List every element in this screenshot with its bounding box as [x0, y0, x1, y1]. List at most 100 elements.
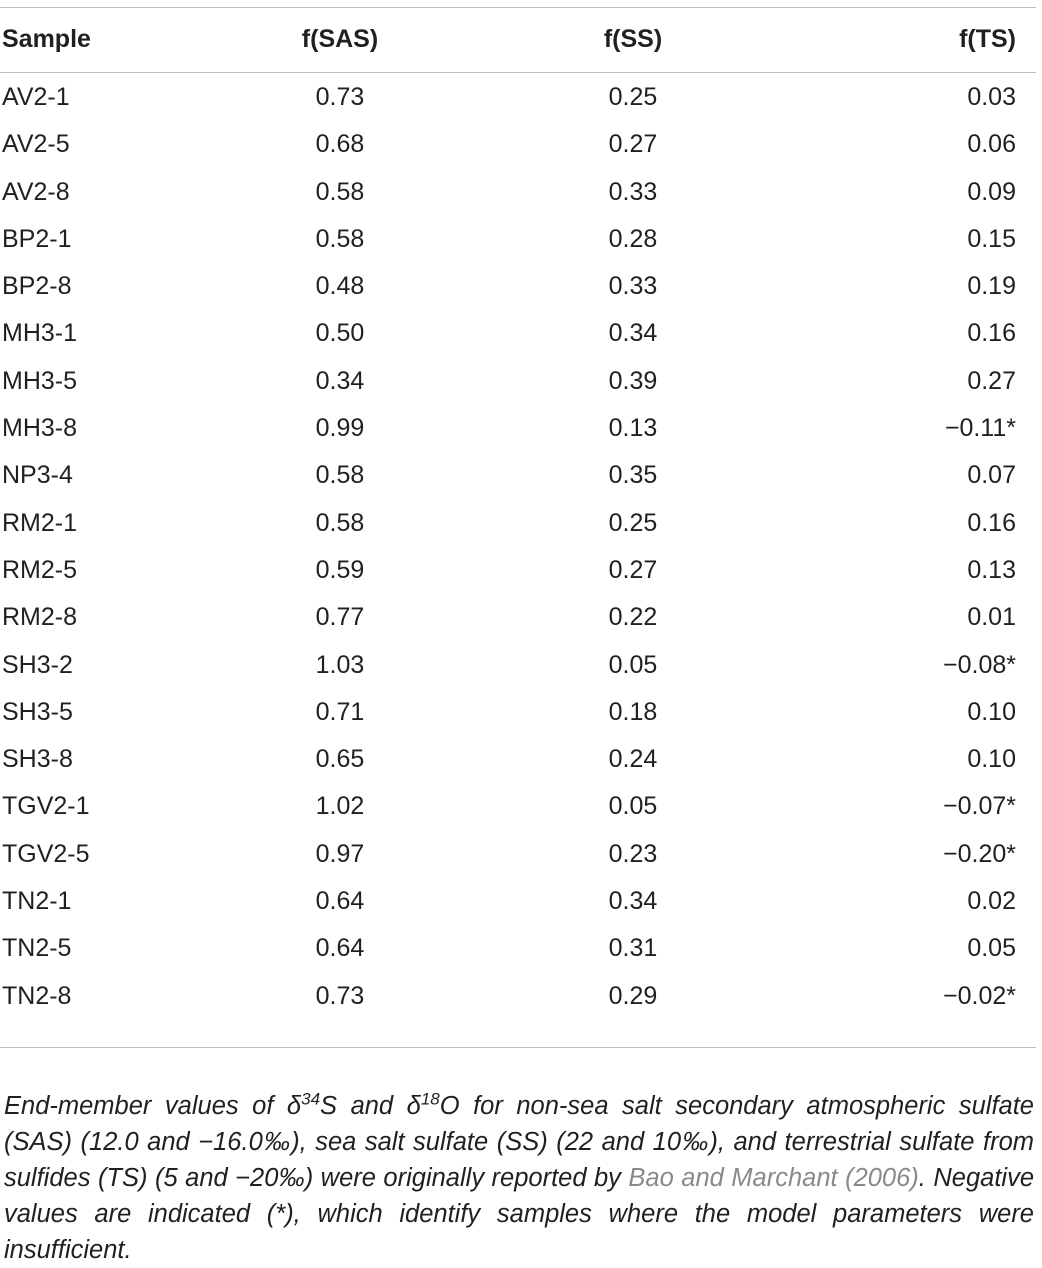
cell-f-ss: 0.39	[608, 366, 658, 395]
cell-sample: AV2-5	[2, 130, 70, 159]
cell-f-sas: 0.99	[315, 414, 365, 443]
table-row: RM2-8 0.77 0.22 0.01	[0, 594, 1034, 641]
cell-f-ts: 0.10	[967, 697, 1016, 726]
cell-f-ts: −0.20*	[943, 839, 1016, 868]
table-row: AV2-1 0.73 0.25 0.03	[0, 70, 1034, 121]
cell-f-ss: 0.27	[608, 130, 658, 159]
cell-sample: TN2-5	[2, 934, 72, 963]
table-row: MH3-5 0.34 0.39 0.27	[0, 358, 1034, 405]
cell-f-sas: 0.50	[315, 319, 365, 348]
cell-f-sas: 0.48	[315, 272, 365, 301]
cell-f-sas: 0.68	[315, 130, 365, 159]
cell-sample: RM2-1	[2, 508, 78, 537]
cell-sample: MH3-5	[2, 366, 78, 395]
cell-sample: AV2-1	[2, 83, 70, 111]
cell-sample: BP2-1	[2, 224, 72, 253]
cell-f-ss: 0.31	[608, 934, 658, 963]
data-table: Sample f(SAS) f(SS) f(TS) AV2-1 0.73 0.25 0…	[0, 8, 1034, 1020]
table-row: SH3-5 0.71 0.18 0.10	[0, 689, 1034, 736]
cell-f-ss: 0.22	[608, 603, 658, 632]
footnote-text-4: . Negative values are indicated (*), whi…	[4, 1163, 1035, 1264]
cell-f-ss: 0.13	[608, 414, 658, 443]
cell-f-ss: 0.27	[608, 555, 658, 584]
cell-f-ss: 0.25	[608, 83, 658, 111]
table-row: TN2-8 0.73 0.29 −0.02*	[0, 973, 1034, 1020]
cell-f-sas: 0.59	[315, 555, 365, 584]
table-row: BP2-1 0.58 0.28 0.15	[0, 216, 1034, 263]
table-row: AV2-5 0.68 0.27 0.06	[0, 121, 1034, 168]
cell-f-ts: 0.06	[967, 130, 1016, 159]
cell-f-ss: 0.25	[608, 508, 658, 537]
table-row: MH3-1 0.50 0.34 0.16	[0, 310, 1034, 357]
cell-f-ts: 0.10	[967, 745, 1016, 774]
cell-f-sas: 0.58	[315, 224, 365, 253]
cell-f-sas: 1.03	[315, 650, 365, 679]
cell-f-ts: 0.16	[967, 319, 1016, 348]
table-row: SH3-8 0.65 0.24 0.10	[0, 736, 1034, 783]
cell-f-ss: 0.33	[608, 177, 658, 206]
cell-f-ss: 0.05	[608, 650, 658, 679]
cell-f-ss: 0.18	[608, 697, 658, 726]
table-row: SH3-2 1.03 0.05 −0.08*	[0, 642, 1034, 689]
cell-f-ss: 0.05	[608, 792, 658, 821]
cell-f-ts: 0.16	[967, 508, 1016, 537]
cell-f-sas: 0.58	[315, 508, 365, 537]
cell-sample: MH3-8	[2, 414, 78, 443]
cell-f-ss: 0.28	[608, 224, 658, 253]
cell-f-ts: −0.07*	[943, 792, 1016, 821]
table-body: AV2-1 0.73 0.25 0.03 AV2-5 0.68 0.27 0.06 AV2-8 0…	[0, 70, 1034, 1020]
cell-f-ss: 0.33	[608, 272, 658, 301]
cell-sample: SH3-5	[2, 697, 73, 726]
table-row: TN2-1 0.64 0.34 0.02	[0, 878, 1034, 925]
table-row: MH3-8 0.99 0.13 −0.11*	[0, 405, 1034, 452]
cell-f-ts: 0.03	[967, 83, 1016, 111]
table-row: NP3-4 0.58 0.35 0.07	[0, 452, 1034, 499]
cell-f-ss: 0.34	[608, 319, 658, 348]
cell-f-sas: 0.58	[315, 177, 365, 206]
cell-f-ts: 0.01	[967, 603, 1016, 632]
top-rule	[0, 7, 1036, 8]
cell-f-sas: 0.58	[315, 461, 365, 490]
cell-f-ts: 0.13	[967, 555, 1016, 584]
cell-f-ss: 0.29	[608, 981, 658, 1010]
cell-sample: TN2-8	[2, 981, 72, 1010]
cell-sample: TN2-1	[2, 887, 72, 916]
cell-sample: SH3-8	[2, 745, 73, 774]
header-f-ss: f(SS)	[603, 25, 663, 53]
cell-f-sas: 0.64	[315, 934, 365, 963]
cell-f-sas: 0.65	[315, 745, 365, 774]
cell-f-sas: 1.02	[315, 792, 365, 821]
table-row: TGV2-1 1.02 0.05 −0.07*	[0, 783, 1034, 830]
cell-f-sas: 0.73	[315, 981, 365, 1010]
header-f-ts: f(TS)	[959, 25, 1016, 53]
cell-f-ts: 0.19	[967, 272, 1016, 301]
cell-f-sas: 0.77	[315, 603, 365, 632]
cell-f-sas: 0.73	[315, 83, 365, 111]
footnote-text-1: End-member values of δ	[4, 1091, 302, 1120]
bottom-rule	[0, 1047, 1036, 1048]
cell-f-ss: 0.35	[608, 461, 658, 490]
cell-sample: NP3-4	[2, 461, 73, 490]
cell-f-ts: 0.07	[967, 461, 1016, 490]
cell-sample: MH3-1	[2, 319, 78, 348]
cell-f-ts: 0.05	[967, 934, 1016, 963]
table-footnote: End-member values of δ34S and δ18O for n…	[4, 1088, 1034, 1268]
table-row: AV2-8 0.58 0.33 0.09	[0, 169, 1034, 216]
cell-sample: TGV2-5	[2, 839, 90, 868]
cell-f-sas: 0.64	[315, 887, 365, 916]
citation-link[interactable]: Bao and Marchant (2006)	[628, 1163, 919, 1192]
cell-f-sas: 0.34	[315, 366, 365, 395]
cell-f-ts: 0.02	[967, 887, 1016, 916]
cell-f-ts: −0.08*	[943, 650, 1016, 679]
cell-sample: TGV2-1	[2, 792, 90, 821]
footnote-sup-1: 34	[301, 1089, 321, 1108]
footnote-text-2: S and δ	[320, 1091, 421, 1120]
cell-f-ts: 0.27	[967, 366, 1016, 395]
footnote-text-3: O for non-sea salt secondary atmospheric…	[4, 1091, 1034, 1192]
table-row: RM2-5 0.59 0.27 0.13	[0, 547, 1034, 594]
cell-f-sas: 0.97	[315, 839, 365, 868]
cell-f-ts: 0.09	[967, 177, 1016, 206]
footnote-sup-2: 18	[420, 1089, 440, 1108]
table-row: BP2-8 0.48 0.33 0.19	[0, 263, 1034, 310]
